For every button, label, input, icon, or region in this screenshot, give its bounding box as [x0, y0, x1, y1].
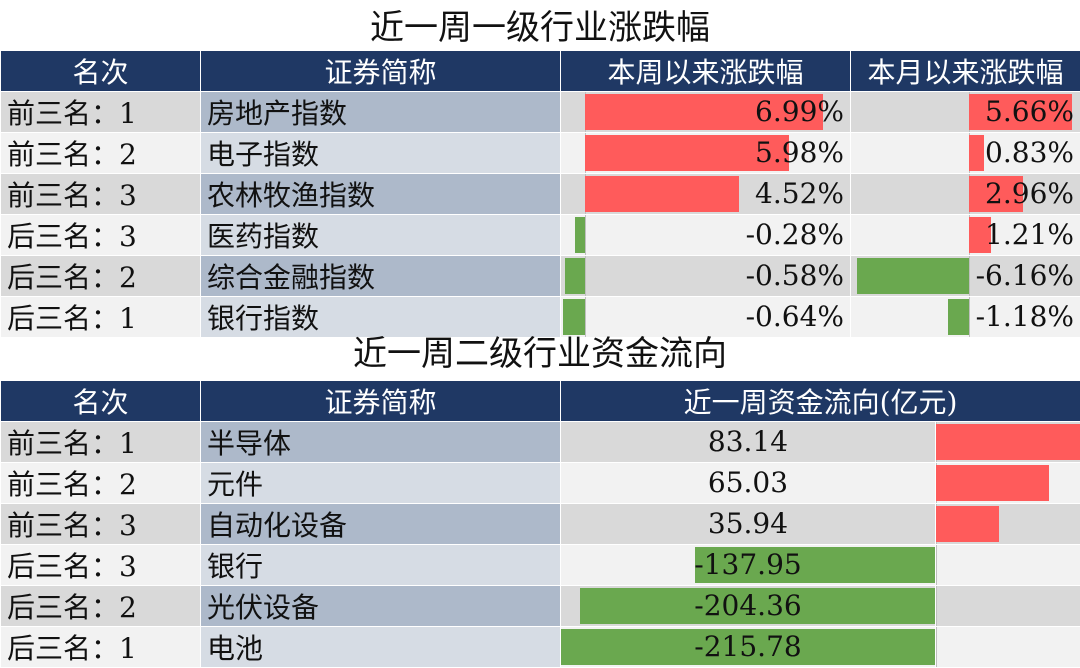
rank-cell: 前三名：3 [1, 174, 201, 215]
security-name-cell: 农林牧渔指数 [201, 174, 561, 215]
security-name-cell: 综合金融指数 [201, 256, 561, 297]
month-change-bar [857, 258, 969, 294]
fund-flow-value: -137.95 [561, 545, 935, 585]
month-change-bar [969, 135, 984, 171]
month-change-value: 1.21% [985, 215, 1074, 255]
month-change-value: -1.18% [976, 297, 1074, 337]
fund-flow-positive-cell [936, 586, 1080, 627]
fund-flow-bar [936, 465, 1049, 501]
table1-title: 近一周一级行业涨跌幅 [0, 4, 1080, 52]
zero-line [936, 545, 937, 585]
fund-flow-positive-cell [936, 504, 1080, 545]
security-name-cell: 电子指数 [201, 133, 561, 174]
rank-cell: 后三名：2 [1, 256, 201, 297]
fund-flow-value: -215.78 [561, 627, 935, 667]
security-name-cell: 银行 [201, 545, 561, 586]
month-change-cell: 1.21% [851, 215, 1080, 256]
week-change-cell: 5.98% [561, 133, 851, 174]
fund-flow-value: -204.36 [561, 586, 935, 626]
rank-cell: 前三名：2 [1, 133, 201, 174]
week-change-bar [565, 258, 585, 294]
month-change-value: 5.66% [985, 92, 1074, 132]
fund-flow-positive-cell [936, 545, 1080, 586]
month-change-value: 0.83% [985, 133, 1074, 173]
fund-flow-value-cell: -204.36 [561, 586, 936, 627]
zero-line [936, 586, 937, 626]
header-week-change: 本周以来涨跌幅 [561, 51, 851, 92]
header-rank: 名次 [1, 381, 201, 422]
month-change-cell: 5.66% [851, 92, 1080, 133]
week-change-bar [585, 176, 739, 212]
week-change-cell: -0.58% [561, 256, 851, 297]
month-change-value: 2.96% [985, 174, 1074, 214]
rank-cell: 后三名：1 [1, 627, 201, 668]
fund-flow-positive-cell [936, 627, 1080, 668]
security-name-cell: 自动化设备 [201, 504, 561, 545]
week-change-bar [575, 217, 585, 253]
security-name-cell: 半导体 [201, 422, 561, 463]
fund-flow-value: 35.94 [561, 504, 935, 544]
week-change-cell: 4.52% [561, 174, 851, 215]
rank-cell: 前三名：1 [1, 92, 201, 133]
security-name-cell: 房地产指数 [201, 92, 561, 133]
fund-flow-bar [936, 424, 1080, 460]
security-name-cell: 光伏设备 [201, 586, 561, 627]
rank-cell: 前三名：2 [1, 463, 201, 504]
zero-line [936, 627, 937, 667]
rank-cell: 前三名：1 [1, 422, 201, 463]
table2-title: 近一周二级行业资金流向 [0, 330, 1080, 378]
month-change-cell: -6.16% [851, 256, 1080, 297]
fund-flow-value-cell: 83.14 [561, 422, 936, 463]
fund-flow-value-cell: -137.95 [561, 545, 936, 586]
month-change-cell: 0.83% [851, 133, 1080, 174]
zero-line [585, 256, 586, 296]
rank-cell: 后三名：2 [1, 586, 201, 627]
fund-flow-value-cell: -215.78 [561, 627, 936, 668]
zero-line [585, 215, 586, 255]
security-name-cell: 电池 [201, 627, 561, 668]
week-change-value: -0.28% [746, 215, 844, 255]
month-change-cell: 2.96% [851, 174, 1080, 215]
week-change-cell: -0.28% [561, 215, 851, 256]
fund-flow-value: 65.03 [561, 463, 935, 503]
header-fund-flow: 近一周资金流向(亿元) [561, 381, 1080, 422]
header-name: 证券简称 [201, 381, 561, 422]
fund-flow-positive-cell [936, 463, 1080, 504]
fund-flow-bar [936, 506, 999, 542]
fund-flow-value: 83.14 [561, 422, 935, 462]
week-change-value: -0.58% [746, 256, 844, 296]
security-name-cell: 元件 [201, 463, 561, 504]
rank-cell: 后三名：3 [1, 215, 201, 256]
header-name: 证券简称 [201, 51, 561, 92]
week-change-value: 6.99% [755, 92, 844, 132]
rank-cell: 前三名：3 [1, 504, 201, 545]
week-change-value: -0.64% [746, 297, 844, 337]
week-change-value: 5.98% [755, 133, 844, 173]
header-month-change: 本月以来涨跌幅 [851, 51, 1080, 92]
week-change-value: 4.52% [755, 174, 844, 214]
zero-line [969, 256, 970, 296]
week-change-cell: 6.99% [561, 92, 851, 133]
rank-cell: 后三名：3 [1, 545, 201, 586]
fund-flow-value-cell: 35.94 [561, 504, 936, 545]
fund-flow-value-cell: 65.03 [561, 463, 936, 504]
month-change-value: -6.16% [976, 256, 1074, 296]
security-name-cell: 医药指数 [201, 215, 561, 256]
header-rank: 名次 [1, 51, 201, 92]
fund-flow-positive-cell [936, 422, 1080, 463]
